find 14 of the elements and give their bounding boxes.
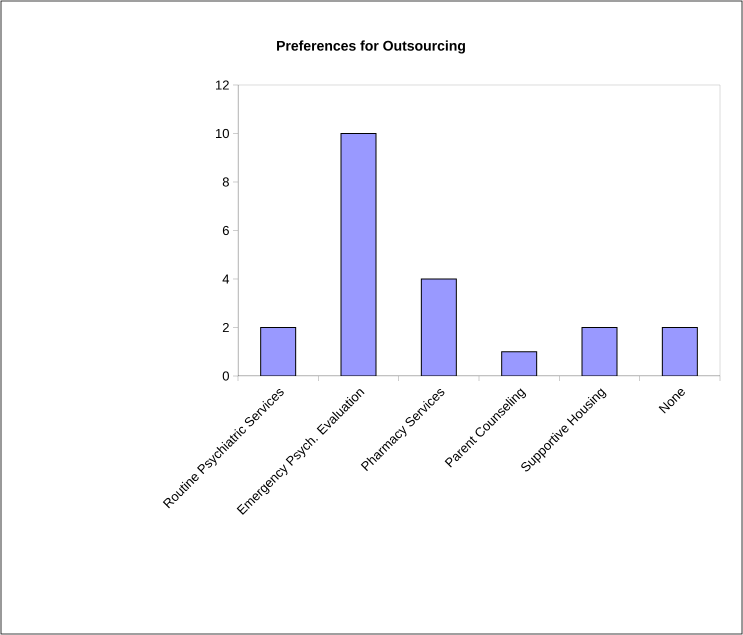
- y-tick-label: 8: [222, 177, 229, 187]
- bar: [420, 278, 457, 376]
- bar: [582, 327, 618, 376]
- y-tick-label: 2: [222, 322, 229, 332]
- bar: [501, 351, 538, 376]
- y-tick-label: 4: [222, 274, 230, 284]
- y-tick-label: 12: [216, 80, 229, 90]
- y-tick-label: 0: [222, 371, 229, 381]
- bar: [260, 327, 296, 376]
- bar: [662, 327, 698, 376]
- y-tick-label: 6: [222, 226, 229, 236]
- bar: [340, 133, 377, 376]
- y-tick-label: 10: [216, 128, 229, 138]
- chart-title: Preferences for Outsourcing: [277, 40, 465, 54]
